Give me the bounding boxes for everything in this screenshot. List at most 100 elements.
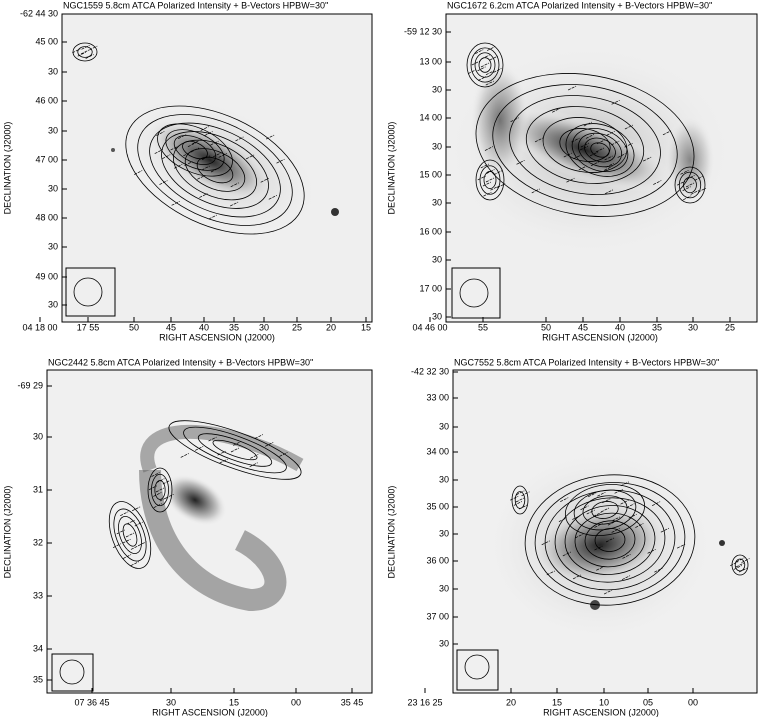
y-tick-label: 30 [432, 84, 442, 94]
b-vector [131, 506, 141, 512]
b-vector [183, 151, 192, 157]
b-vector [171, 201, 180, 206]
b-vector [516, 490, 525, 496]
b-vector [694, 176, 703, 181]
panel-title: NGC1672 6.2cm ATCA Polarized Intensity +… [447, 0, 713, 10]
contour [173, 135, 217, 165]
x-tick-label: 00 [291, 697, 301, 707]
x-tick-label: 50 [129, 322, 139, 332]
contour [577, 132, 623, 168]
b-vector [604, 189, 614, 195]
x-tick-label: 15 [229, 697, 239, 707]
b-vector [195, 446, 204, 451]
b-vector [486, 169, 495, 174]
contour [475, 73, 695, 217]
b-vector [477, 66, 486, 72]
b-vector [621, 575, 631, 580]
b-vector [230, 447, 240, 453]
b-vector [219, 458, 228, 464]
contour [168, 420, 302, 480]
b-vector [485, 70, 495, 76]
image [446, 14, 757, 322]
b-vector [187, 142, 197, 148]
x-tick-label: 55 [478, 322, 488, 332]
b-vector [159, 496, 168, 502]
b-vector [477, 175, 486, 181]
y-tick-label: 14 00 [419, 112, 442, 122]
b-vector [154, 149, 163, 154]
b-vector [546, 570, 555, 576]
x-tick-label: 04 18 00 [22, 322, 57, 332]
b-vector [515, 497, 525, 503]
b-vector [697, 187, 707, 193]
contour [564, 484, 646, 536]
b-vector [159, 180, 168, 185]
x-tick-label: 25 [725, 322, 735, 332]
b-vector [254, 434, 264, 439]
y-tick-label: 30 [48, 241, 58, 251]
b-vector [268, 195, 277, 200]
y-tick-label: 47 00 [35, 154, 58, 164]
b-vector [213, 152, 222, 158]
x-tick-label: 20 [506, 697, 516, 707]
b-vector [593, 512, 602, 517]
y-tick-label: 30 [33, 431, 43, 441]
b-vector [690, 190, 699, 195]
b-vector [170, 145, 179, 151]
b-vector [571, 137, 580, 143]
b-vector [210, 140, 219, 146]
b-vector [493, 170, 503, 176]
x-tick-label: 00 [688, 697, 698, 707]
b-vector [467, 69, 477, 74]
contour [197, 433, 273, 467]
y-tick-label: 37 00 [426, 611, 449, 621]
b-vector [138, 541, 147, 546]
y-tick-label: 31 [33, 484, 43, 494]
b-vector [600, 507, 610, 513]
panel: NGC7552 5.8cm ATCA Polarized Intensity +… [386, 357, 719, 717]
y-tick-label: 30 [432, 141, 442, 151]
x-tick-label: 20 [326, 322, 336, 332]
x-tick-label: 25 [292, 322, 302, 332]
frames [46, 13, 758, 694]
b-vector [151, 472, 160, 477]
b-vector [586, 509, 595, 515]
y-tick-label: 30 [439, 474, 449, 484]
b-vector [233, 441, 242, 446]
x-tick-label: 30 [259, 322, 269, 332]
contour [183, 426, 287, 474]
contour [524, 474, 696, 606]
y-tick-label: -42 32 30 [411, 366, 449, 376]
b-vector [165, 493, 174, 499]
y-tick-label: 30 [48, 299, 58, 309]
b-vector [566, 177, 575, 183]
b-vector [558, 517, 568, 522]
contour [108, 501, 152, 569]
b-vector [122, 538, 131, 544]
b-vector [130, 545, 140, 550]
contour [77, 46, 93, 58]
contour [590, 142, 610, 158]
b-vector [563, 152, 572, 158]
b-vector [579, 145, 589, 151]
panel-title: NGC7552 5.8cm ATCA Polarized Intensity +… [454, 357, 720, 367]
b-vector [578, 165, 587, 171]
b-vector [534, 137, 544, 143]
y-tick-label: 34 00 [426, 446, 449, 456]
contour [678, 171, 702, 199]
b-vector [653, 180, 662, 185]
y-tick-label: 30 [432, 254, 442, 264]
b-vector [647, 549, 656, 554]
contour [122, 523, 138, 547]
b-vector [210, 167, 220, 173]
x-tick-label: 35 [229, 322, 239, 332]
contour [470, 47, 500, 83]
panel: NGC2442 5.8cm ATCA Polarized Intensity +… [2, 357, 363, 717]
b-vector [562, 551, 572, 557]
y-tick-label: 46 00 [35, 95, 58, 105]
contour [479, 165, 501, 195]
b-vector [651, 501, 661, 506]
b-vector [279, 452, 288, 457]
y-tick-label: 30 [48, 66, 58, 76]
b-vector [497, 183, 506, 189]
